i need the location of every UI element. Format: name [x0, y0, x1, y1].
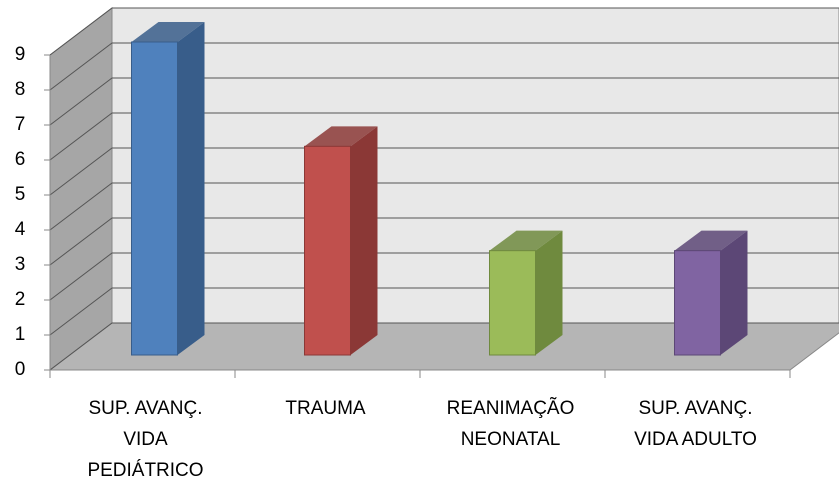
grid-line — [49, 7, 839, 56]
bar-top — [489, 230, 563, 251]
grid-line — [49, 112, 839, 161]
y-tick-label: 3 — [15, 254, 26, 275]
y-tick-label: 4 — [15, 219, 26, 240]
x-tick-label: SUP. AVANÇ. VIDA ADULTO — [634, 398, 757, 450]
grid-line — [49, 42, 839, 91]
bar — [489, 230, 563, 356]
grid-line — [49, 322, 839, 371]
y-tick-label: 5 — [15, 184, 26, 205]
y-tick-label: 8 — [15, 79, 26, 100]
bar — [131, 22, 205, 356]
grid-line — [49, 77, 839, 126]
bar-front — [131, 41, 178, 356]
bar-side — [350, 126, 378, 355]
left-wall — [49, 6, 113, 372]
y-tick-label: 1 — [15, 324, 26, 345]
bar — [674, 230, 748, 356]
bar-top — [131, 22, 205, 42]
bar-top — [304, 126, 378, 147]
y-tick-label: 2 — [15, 289, 26, 310]
bar-front — [489, 250, 536, 356]
y-tick-label: 9 — [15, 44, 26, 65]
grid-line — [49, 252, 839, 301]
y-tick-label: 0 — [15, 359, 26, 380]
bar-side — [720, 230, 748, 355]
x-tick-label: TRAUMA — [285, 398, 366, 419]
x-tick-label: SUP. AVANÇ. VIDA PEDIÁTRICO — [87, 398, 204, 481]
bar-side — [535, 230, 563, 355]
x-tick-label: REANIMAÇÃO NEONATAL — [446, 398, 575, 450]
bar — [304, 126, 378, 356]
bar-top — [674, 230, 748, 251]
y-tick-label: 7 — [15, 114, 26, 135]
grid-line — [49, 182, 839, 231]
grid-line — [49, 217, 839, 266]
grid-line — [49, 287, 839, 336]
bar-side — [177, 22, 205, 355]
bar-front — [674, 250, 721, 356]
grid-line — [49, 147, 839, 196]
bar-front — [304, 145, 351, 356]
y-tick-label: 6 — [15, 149, 26, 170]
